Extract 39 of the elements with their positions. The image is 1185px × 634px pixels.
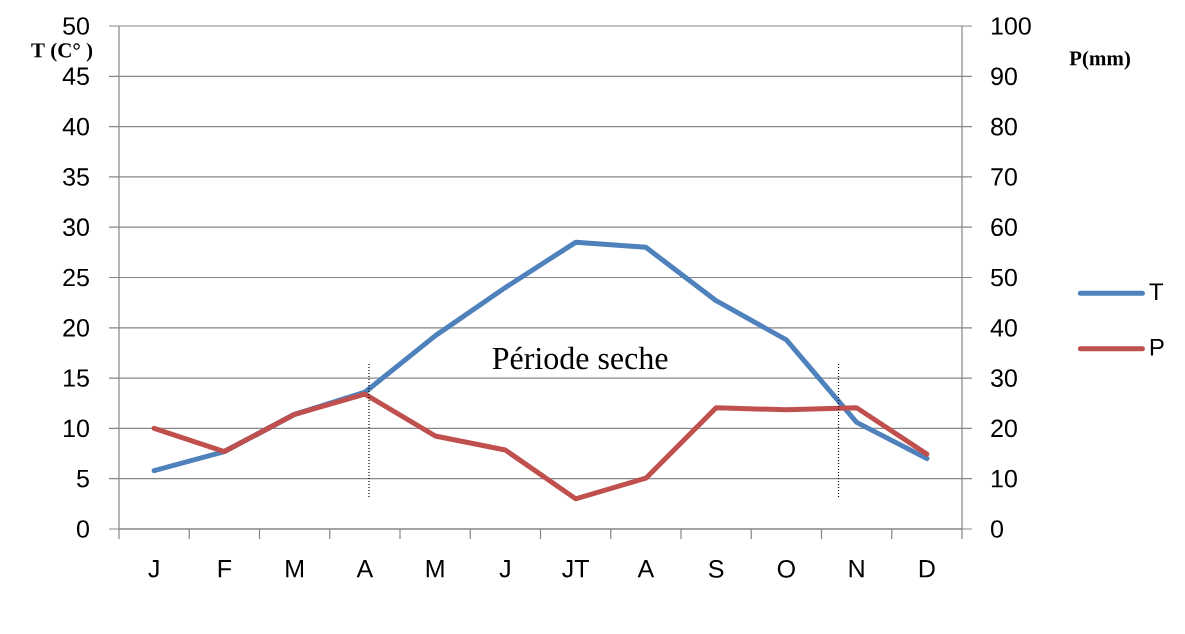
legend-label: T — [1149, 283, 1163, 301]
x-tick-label: A — [637, 560, 655, 578]
y-tick-label: 35 — [63, 168, 89, 186]
y2-tick-label: 60 — [991, 218, 1017, 237]
annotation: Période seche — [492, 346, 668, 370]
y2-tick-label: 100 — [991, 17, 1031, 35]
y2-axis-title: P(mm) — [1069, 50, 1130, 70]
y2-tick-label: 80 — [991, 117, 1017, 136]
y2-tick-label: 30 — [991, 369, 1017, 387]
y2-tick-label: 20 — [991, 419, 1017, 438]
y-tick-label: 15 — [64, 369, 89, 387]
x-tick-label: A — [356, 560, 374, 578]
legend-label: P — [1150, 339, 1164, 356]
y2-tick-label: 70 — [991, 168, 1017, 186]
y-tick-label: 10 — [64, 419, 89, 438]
y2-tick-label: 10 — [991, 469, 1017, 488]
y-tick-label: 30 — [63, 218, 89, 237]
x-tick-label: M — [286, 560, 304, 578]
y-axis-title: T (C° ) — [31, 42, 93, 62]
y-tick-label: 5 — [77, 469, 89, 488]
x-tick-label: O — [777, 560, 795, 578]
y-tick-label: 40 — [62, 117, 89, 136]
x-tick-label: M — [426, 560, 444, 578]
y-tick-label: 20 — [63, 318, 89, 337]
x-tick-label: D — [919, 560, 935, 578]
y2-tick-label: 0 — [991, 520, 1003, 538]
y2-tick-label: 90 — [991, 67, 1017, 86]
y-tick-label: 25 — [63, 268, 89, 287]
y-tick-label: 50 — [63, 17, 89, 35]
y-tick-label: 45 — [62, 67, 89, 86]
y-tick-label: 0 — [77, 520, 89, 538]
x-tick-label: N — [849, 560, 864, 578]
y2-tick-label: 40 — [990, 318, 1017, 337]
y2-tick-label: 50 — [991, 268, 1017, 287]
x-tick-label: J — [148, 560, 159, 578]
x-tick-label: J — [499, 560, 510, 578]
x-tick-label: S — [708, 560, 724, 578]
x-tick-label: F — [218, 560, 232, 578]
x-tick-label: JT — [562, 560, 589, 578]
